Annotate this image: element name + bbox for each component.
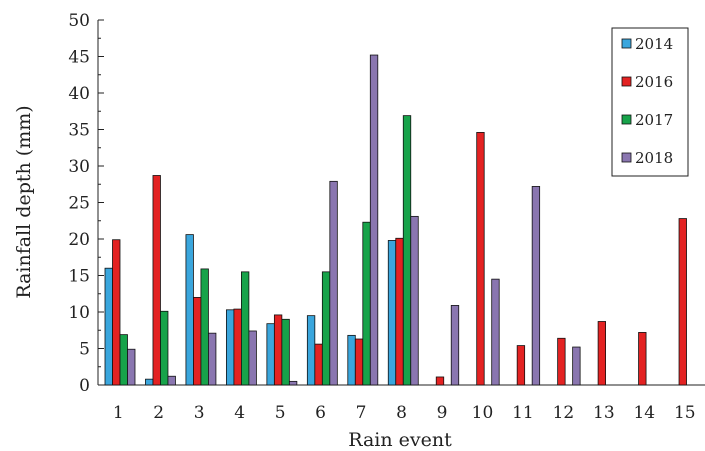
bar-2016-event-14	[638, 332, 647, 386]
x-tick-label: 10	[472, 403, 494, 423]
x-tick-label: 15	[674, 403, 696, 423]
bar-2014-event-5	[266, 323, 275, 386]
bar-2017-event-5	[281, 318, 290, 386]
bar-2016-event-12	[557, 337, 566, 386]
x-axis-title: Rain event	[348, 429, 452, 451]
bar-2017-event-7	[362, 221, 371, 386]
x-tick-label: 5	[275, 403, 286, 423]
bar-2017-event-3	[200, 268, 209, 386]
y-tick-label: 20	[68, 230, 90, 250]
x-tick-label: 6	[315, 403, 326, 423]
bar-2017-event-2	[160, 310, 169, 386]
y-axis-title: Rainfall depth (mm)	[13, 105, 35, 298]
x-tick-label: 9	[437, 403, 448, 423]
bar-2018-event-5	[288, 380, 298, 386]
bar-2018-event-8	[410, 215, 419, 386]
x-axis: 1 2 3 4 5 6 7 8 9 10 11 12 13 14 15	[98, 384, 705, 423]
bar-2016-event-1	[112, 239, 121, 386]
bars	[104, 54, 687, 386]
bar-2018-event-1	[127, 348, 136, 386]
bar-2016-event-6	[314, 343, 323, 386]
bar-2016-event-7	[354, 338, 364, 386]
legend-label-2018: 2018	[635, 149, 673, 167]
bar-2014-event-1	[104, 267, 113, 386]
x-tick-label: 13	[593, 403, 615, 423]
y-tick-label: 40	[68, 84, 90, 104]
bar-2018-event-3	[208, 332, 217, 386]
bar-2016-event-11	[516, 345, 526, 386]
bar-2014-event-8	[387, 240, 397, 386]
y-tick-label: 35	[68, 121, 90, 141]
bar-2014-event-2	[145, 378, 154, 386]
x-tick-label: 3	[194, 403, 205, 423]
bar-2016-event-13	[597, 321, 606, 386]
legend: 2014 2016 2017 2018	[611, 27, 689, 177]
bar-2017-event-1	[119, 334, 128, 386]
bar-2017-event-8	[402, 115, 412, 386]
x-tick-label: 4	[234, 403, 245, 423]
y-tick-label: 50	[68, 11, 90, 31]
bar-2018-event-9	[450, 305, 460, 386]
x-tick-label: 1	[113, 403, 124, 423]
legend-box	[611, 27, 689, 177]
bar-2018-event-10	[491, 278, 500, 386]
legend-label-2017: 2017	[635, 111, 673, 129]
bar-2016-event-2	[152, 175, 161, 386]
bar-2016-event-8	[395, 237, 404, 386]
x-tick-label: 12	[553, 403, 575, 423]
y-tick-label: 25	[68, 194, 90, 214]
bar-2014-event-4	[225, 309, 235, 386]
legend-swatch-2014	[621, 38, 632, 49]
y-tick-label: 5	[79, 340, 90, 360]
y-tick-label: 10	[68, 303, 90, 323]
bar-2018-event-2	[167, 375, 176, 386]
bar-2016-event-9	[435, 376, 445, 386]
bar-2016-event-5	[273, 314, 283, 386]
legend-label-2014: 2014	[635, 35, 673, 53]
y-axis: 0 5 10 15 20 25 30 35 40 45 50	[68, 11, 104, 396]
y-tick-label: 30	[68, 157, 90, 177]
legend-swatch-2018	[621, 152, 632, 163]
bar-2016-event-4	[233, 308, 242, 386]
x-tick-label: 11	[512, 403, 534, 423]
bar-2016-event-10	[476, 132, 485, 386]
bar-2018-event-11	[531, 186, 541, 386]
legend-swatch-2017	[621, 114, 632, 125]
bar-2018-event-12	[572, 346, 581, 386]
bar-2018-event-4	[248, 330, 257, 386]
x-tick-label: 2	[153, 403, 164, 423]
x-tick-label: 7	[356, 403, 367, 423]
x-tick-label: 8	[396, 403, 407, 423]
bar-2014-event-7	[347, 334, 356, 386]
y-tick-label: 15	[68, 267, 90, 287]
y-tick-label: 45	[68, 48, 90, 68]
bar-2016-event-15	[678, 218, 687, 386]
bar-2018-event-7	[369, 54, 379, 386]
bar-2016-event-3	[193, 296, 202, 386]
bar-2014-event-3	[185, 234, 194, 386]
legend-swatch-2016	[621, 76, 632, 87]
bar-2018-event-6	[329, 180, 338, 386]
bar-2017-event-6	[321, 271, 331, 386]
legend-label-2016: 2016	[635, 73, 673, 91]
y-tick-label: 0	[79, 376, 90, 396]
x-tick-label: 14	[633, 403, 655, 423]
bar-2014-event-6	[306, 315, 316, 386]
bar-2017-event-4	[240, 271, 250, 386]
